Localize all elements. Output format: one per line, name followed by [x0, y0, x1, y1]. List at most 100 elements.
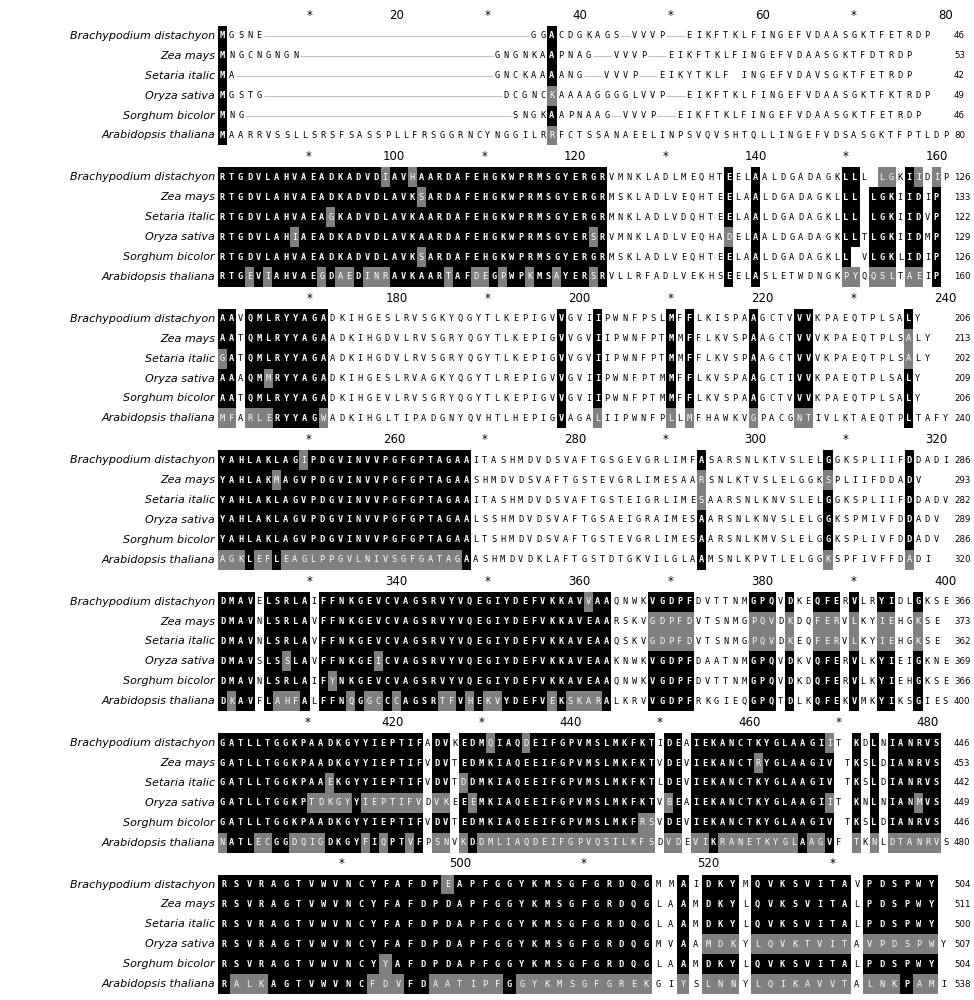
Text: S: S — [545, 515, 550, 524]
Bar — [343, 833, 352, 853]
Bar — [227, 833, 236, 853]
Text: V: V — [666, 838, 671, 847]
Text: I: I — [497, 739, 502, 748]
Text: 504: 504 — [954, 960, 970, 969]
Text: G: G — [773, 758, 778, 768]
Text: I: I — [898, 213, 903, 222]
Bar — [640, 894, 653, 914]
Text: A: A — [753, 173, 759, 182]
Text: S: S — [687, 131, 692, 140]
Text: F: F — [687, 394, 692, 403]
Text: A: A — [741, 314, 747, 323]
Text: G: G — [345, 838, 350, 847]
Bar — [408, 530, 417, 550]
Text: E: E — [256, 31, 262, 40]
Bar — [870, 793, 879, 813]
Text: I: I — [626, 515, 632, 524]
Text: G: G — [412, 617, 417, 626]
Bar — [244, 793, 253, 813]
Text: T: T — [495, 414, 500, 423]
Text: F: F — [464, 252, 469, 261]
Bar — [227, 671, 237, 691]
Text: D: D — [434, 818, 439, 827]
Text: R: R — [436, 233, 442, 242]
Text: R: R — [221, 980, 227, 989]
Text: I: I — [312, 677, 317, 686]
Text: W: W — [917, 880, 921, 889]
Text: D: D — [473, 272, 478, 281]
Text: Y: Y — [362, 739, 368, 748]
Text: E: E — [522, 617, 527, 626]
Bar — [309, 187, 318, 207]
Text: W: W — [509, 173, 514, 182]
Text: A: A — [549, 71, 554, 80]
Bar — [557, 753, 566, 773]
Bar — [254, 550, 263, 570]
Text: Y: Y — [293, 394, 298, 403]
Text: N: N — [735, 535, 740, 544]
Bar — [218, 813, 227, 833]
Bar — [467, 914, 478, 934]
Text: G: G — [768, 354, 774, 363]
Text: S: S — [762, 272, 768, 281]
Text: W: W — [320, 980, 326, 989]
Text: M: M — [537, 213, 542, 222]
Text: G: G — [644, 900, 649, 909]
Text: Y: Y — [476, 314, 481, 323]
Text: A: A — [491, 496, 497, 505]
Text: P: P — [904, 980, 909, 989]
Text: S: S — [545, 233, 550, 242]
Bar — [486, 773, 495, 793]
Text: D: D — [880, 818, 885, 827]
Bar — [906, 733, 915, 753]
Bar — [849, 651, 858, 671]
Text: M: M — [491, 476, 497, 485]
Text: A: A — [751, 374, 756, 383]
Text: N: N — [443, 838, 448, 847]
Text: A: A — [458, 880, 463, 889]
Bar — [870, 833, 879, 853]
Text: T: T — [398, 838, 403, 847]
Bar — [666, 369, 676, 388]
Bar — [255, 974, 268, 994]
Text: G: G — [773, 739, 778, 748]
Bar — [752, 894, 764, 914]
Text: L: L — [744, 272, 749, 281]
Bar — [318, 592, 328, 612]
Text: M: M — [681, 173, 686, 182]
Text: R: R — [527, 193, 533, 202]
Bar — [714, 934, 727, 954]
Text: S: S — [545, 193, 550, 202]
Bar — [685, 369, 693, 388]
Text: W: W — [799, 272, 804, 281]
Bar — [398, 247, 408, 267]
Bar — [850, 227, 860, 247]
Text: V: V — [814, 334, 820, 343]
Text: V: V — [541, 677, 545, 686]
Text: V: V — [309, 940, 314, 949]
Bar — [218, 914, 231, 934]
Bar — [362, 267, 372, 287]
Text: E: E — [311, 173, 316, 182]
Text: E: E — [586, 637, 591, 646]
Bar — [647, 773, 656, 793]
Text: M: M — [687, 414, 692, 423]
Bar — [664, 833, 673, 853]
Text: V: V — [668, 940, 673, 949]
Text: A: A — [392, 173, 396, 182]
Bar — [752, 875, 764, 894]
Text: L: L — [266, 657, 271, 666]
Bar — [480, 227, 489, 247]
Text: 46: 46 — [954, 31, 965, 40]
Bar — [900, 974, 913, 994]
Text: D: D — [787, 697, 793, 706]
Bar — [299, 227, 309, 247]
Bar — [657, 632, 666, 651]
Text: Q: Q — [879, 414, 884, 423]
Text: A: A — [681, 920, 686, 929]
Bar — [825, 733, 834, 753]
Text: I: I — [292, 233, 297, 242]
Text: Y: Y — [879, 597, 884, 606]
Text: L: L — [266, 617, 271, 626]
Bar — [923, 833, 932, 853]
